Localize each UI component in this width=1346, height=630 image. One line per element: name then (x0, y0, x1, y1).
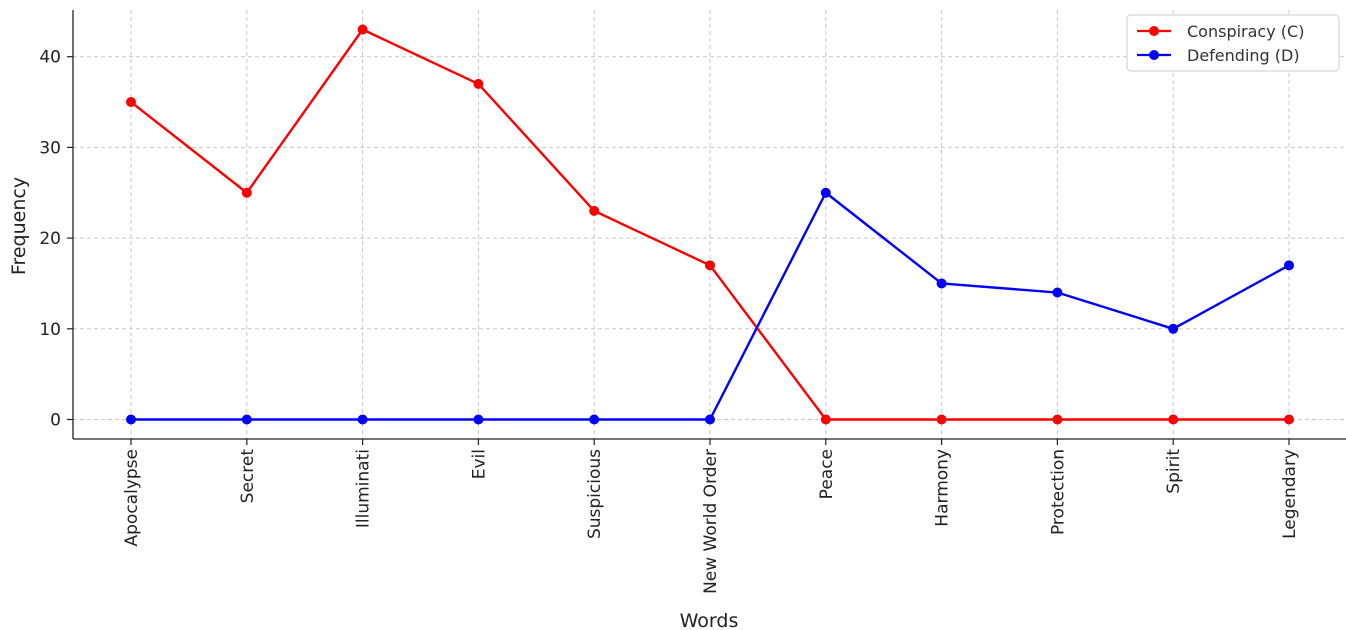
legend-label-conspiracy: Conspiracy (C) (1187, 22, 1304, 41)
legend: Conspiracy (C) Defending (D) (1126, 14, 1340, 72)
data-point-1-4 (589, 414, 600, 425)
data-point-1-1 (241, 414, 252, 425)
legend-box (1126, 14, 1340, 72)
data-point-0-4 (589, 205, 600, 216)
data-point-1-10 (1284, 260, 1294, 271)
x-ticks: Apocalypse Secret Illuminati Evil Suspicious… (122, 439, 1300, 594)
legend-label-defending: Defending (D) (1187, 46, 1300, 65)
x-tick-label: Secret (238, 449, 258, 504)
data-point-1-0 (126, 414, 136, 425)
data-point-0-3 (473, 78, 484, 89)
x-tick-label: Spirit (1164, 449, 1184, 494)
data-point-0-10 (1284, 414, 1294, 425)
data-point-1-3 (473, 414, 484, 425)
data-point-0-5 (705, 260, 715, 271)
x-tick-label: Harmony (933, 449, 953, 527)
y-tick-label: 30 (39, 138, 61, 158)
y-axis-label: Frequency (8, 177, 30, 275)
data-point-1-2 (357, 414, 368, 425)
data-point-0-7 (936, 414, 947, 425)
y-tick-label: 20 (39, 229, 61, 249)
data-point-0-6 (820, 414, 831, 425)
data-point-1-7 (936, 278, 947, 289)
legend-marker-defending (1149, 50, 1159, 60)
legend-marker-conspiracy (1149, 26, 1159, 36)
x-tick-label: Apocalypse (122, 449, 142, 546)
data-point-0-2 (357, 24, 368, 35)
y-ticks: 0 10 20 30 40 (39, 48, 73, 431)
data-point-0-9 (1168, 414, 1179, 425)
series (126, 24, 1294, 425)
y-tick-label: 0 (50, 411, 61, 431)
grid (73, 10, 1346, 439)
y-tick-label: 10 (39, 320, 61, 340)
data-point-1-5 (705, 414, 715, 425)
data-point-0-0 (126, 97, 136, 108)
x-tick-label: Suspicious (585, 449, 605, 539)
data-point-1-9 (1168, 323, 1179, 334)
data-point-0-8 (1052, 414, 1063, 425)
data-point-1-6 (820, 187, 831, 198)
data-point-0-1 (241, 187, 252, 198)
x-axis-label: Words (680, 610, 739, 630)
data-point-1-8 (1052, 287, 1063, 298)
x-tick-label: Peace (817, 449, 837, 499)
x-tick-label: Illuminati (354, 449, 374, 528)
x-tick-label: Protection (1048, 449, 1068, 535)
x-tick-label: Legendary (1280, 449, 1300, 539)
y-tick-label: 40 (39, 48, 61, 68)
x-tick-label: Evil (469, 449, 489, 479)
x-tick-label: New World Order (701, 449, 721, 594)
